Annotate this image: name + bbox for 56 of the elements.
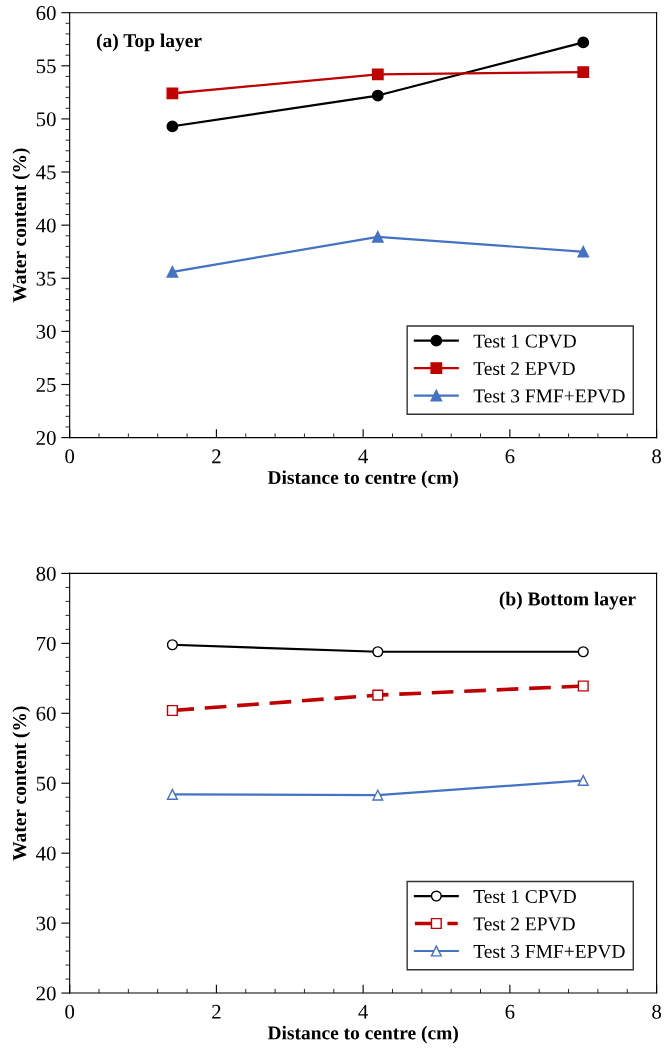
y-tick-label: 50: [36, 112, 56, 127]
x-tick-label: 8: [652, 449, 662, 464]
annotation: (a) Top layer: [96, 33, 202, 52]
y-tick-label: 40: [36, 218, 56, 233]
y-tick-label: 20: [36, 986, 56, 1001]
point: [371, 68, 384, 81]
x-tick-label: 2: [212, 1004, 221, 1019]
point: [166, 87, 179, 100]
y-tick-label: 70: [37, 636, 56, 651]
y-tick-label: 60: [36, 6, 56, 21]
x-tick-label: 4: [358, 449, 369, 464]
point: [166, 639, 178, 651]
point: [577, 245, 590, 258]
x-tick-label: 6: [505, 449, 515, 464]
y-tick-label: 30: [36, 916, 56, 931]
y-tick-label: 45: [36, 165, 56, 180]
x-tick-label: 0: [65, 1004, 75, 1019]
legend-label: Test 3 FMF+EPVD: [473, 944, 625, 959]
point: [166, 120, 179, 133]
y-tick-label: 25: [36, 377, 56, 392]
legend-label: Test 3 FMF+EPVD: [473, 389, 625, 403]
y-tick-label: 50: [36, 776, 56, 791]
point: [372, 789, 384, 801]
y-tick-label: 40: [36, 846, 56, 861]
point: [577, 680, 589, 692]
point: [577, 36, 590, 49]
y-tick-label: 80: [36, 566, 56, 581]
y-tick-label: 60: [36, 706, 56, 721]
legend-label: Test 1 CPVD: [473, 334, 576, 348]
legend-label: Test 1 CPVD: [473, 889, 576, 904]
legend-label: Test 2 EPVD: [473, 917, 575, 931]
point: [371, 230, 384, 243]
x-axis-title: Distance to centre (cm): [267, 470, 458, 489]
y-tick-label: 55: [36, 59, 56, 74]
y-axis-title: Water content (%): [12, 148, 31, 303]
x-axis-title: Distance to centre (cm): [267, 1025, 458, 1044]
point: [371, 89, 384, 102]
annotation: (b) Bottom layer: [499, 591, 636, 610]
point: [372, 689, 384, 701]
x-tick-label: 0: [65, 449, 75, 464]
point: [166, 788, 178, 800]
y-axis-title: Water content (%): [12, 706, 31, 861]
legend-label: Test 2 EPVD: [473, 362, 575, 376]
point: [166, 704, 178, 717]
x-tick-label: 4: [358, 1004, 369, 1019]
x-tick-label: 6: [505, 1004, 515, 1019]
x-tick-label: 2: [212, 449, 221, 464]
point: [166, 265, 179, 278]
point: [577, 646, 589, 658]
point: [372, 646, 384, 658]
point: [577, 774, 589, 786]
point: [577, 66, 590, 79]
y-tick-label: 30: [36, 324, 56, 339]
y-tick-label: 35: [36, 271, 56, 286]
y-tick-label: 20: [36, 430, 56, 446]
x-tick-label: 8: [652, 1004, 662, 1019]
